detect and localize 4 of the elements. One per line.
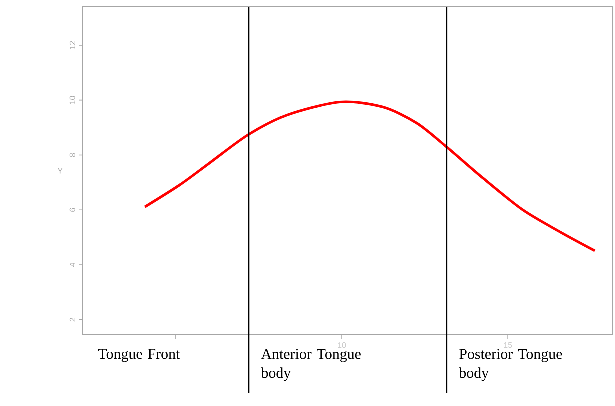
line-series <box>144 100 596 252</box>
text: Anterior Tongue body <box>261 349 361 382</box>
text: Posterior Tongue body <box>459 349 562 382</box>
text: Tongue Front <box>98 349 180 362</box>
